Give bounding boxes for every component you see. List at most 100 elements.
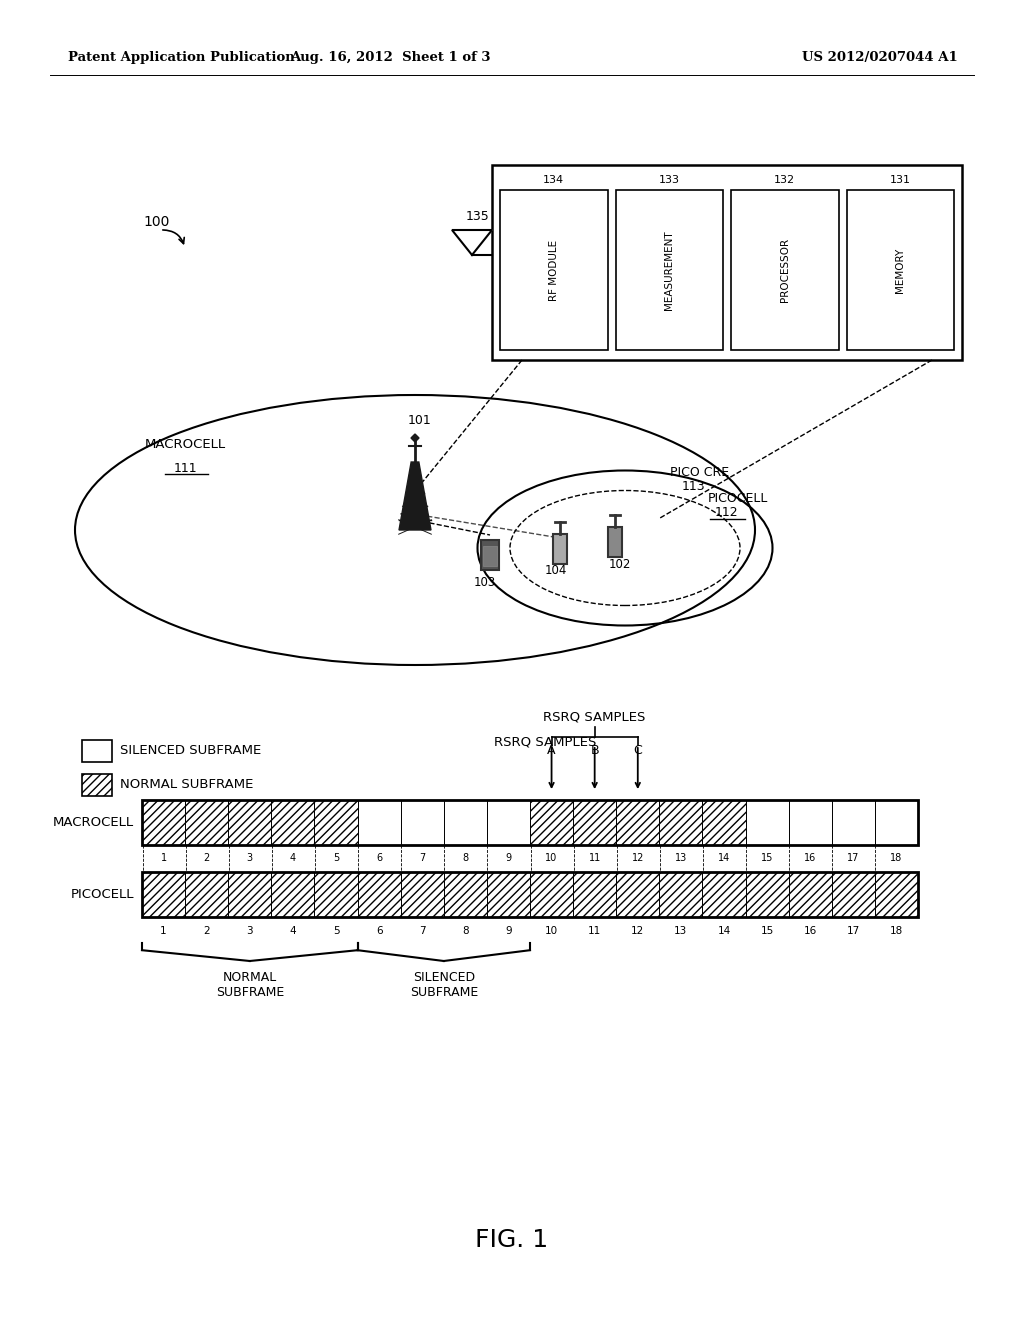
Bar: [400, 873, 443, 917]
Text: 105: 105: [399, 511, 421, 524]
Text: 6: 6: [376, 853, 382, 863]
Text: PICOCELL: PICOCELL: [71, 888, 134, 902]
Text: 131: 131: [890, 176, 910, 185]
Text: 8: 8: [462, 853, 468, 863]
Text: 9: 9: [505, 927, 512, 936]
Text: RF MODULE: RF MODULE: [549, 239, 559, 301]
Bar: [400, 800, 443, 845]
Bar: [874, 873, 918, 917]
Text: 12: 12: [631, 927, 644, 936]
Text: C: C: [634, 744, 642, 758]
Text: RSRQ SAMPLES: RSRQ SAMPLES: [544, 710, 646, 723]
Text: 4: 4: [290, 853, 296, 863]
Bar: [847, 190, 954, 350]
Bar: [530, 873, 573, 917]
Bar: [573, 873, 616, 917]
Bar: [228, 873, 271, 917]
Text: SILENCED SUBFRAME: SILENCED SUBFRAME: [120, 744, 261, 758]
Text: NORMAL SUBFRAME: NORMAL SUBFRAME: [120, 779, 253, 792]
Text: 112: 112: [714, 507, 738, 520]
Text: FIG. 1: FIG. 1: [475, 1228, 549, 1251]
Bar: [659, 873, 702, 917]
Bar: [142, 800, 918, 845]
Text: 11: 11: [589, 853, 601, 863]
Bar: [874, 800, 918, 845]
Bar: [314, 800, 357, 845]
Bar: [314, 873, 357, 917]
Bar: [616, 873, 659, 917]
Bar: [745, 873, 788, 917]
Text: 18: 18: [890, 927, 903, 936]
Bar: [483, 546, 497, 566]
Text: A: A: [547, 744, 556, 758]
Bar: [615, 190, 723, 350]
Bar: [500, 190, 607, 350]
Bar: [492, 165, 962, 360]
Bar: [357, 800, 400, 845]
Bar: [481, 540, 499, 570]
Text: PICOCELL: PICOCELL: [708, 491, 768, 504]
Text: 14: 14: [718, 853, 730, 863]
Text: 6: 6: [376, 927, 382, 936]
Text: MEMORY: MEMORY: [895, 247, 905, 293]
Bar: [702, 873, 745, 917]
Bar: [831, 800, 874, 845]
Text: 13: 13: [675, 853, 687, 863]
Text: 1: 1: [160, 927, 167, 936]
Bar: [142, 873, 918, 917]
Text: 104: 104: [545, 564, 567, 577]
Text: SILENCED
SUBFRAME: SILENCED SUBFRAME: [410, 972, 478, 999]
Text: 2: 2: [204, 927, 210, 936]
Text: RSRQ SAMPLES: RSRQ SAMPLES: [494, 735, 596, 748]
Bar: [573, 800, 616, 845]
Text: PROCESSOR: PROCESSOR: [779, 238, 790, 302]
FancyArrowPatch shape: [163, 230, 184, 244]
Text: 8: 8: [462, 927, 469, 936]
Text: 9: 9: [506, 853, 512, 863]
Text: 111: 111: [173, 462, 197, 474]
Text: MEASUREMENT: MEASUREMENT: [665, 230, 674, 310]
Text: 7: 7: [419, 853, 425, 863]
Text: 18: 18: [890, 853, 902, 863]
Text: MACROCELL: MACROCELL: [145, 438, 226, 451]
Text: 16: 16: [804, 927, 817, 936]
Bar: [608, 527, 622, 557]
Text: 135: 135: [466, 210, 489, 223]
Bar: [82, 774, 112, 796]
Polygon shape: [399, 462, 431, 531]
Polygon shape: [411, 434, 419, 442]
Bar: [142, 800, 185, 845]
Bar: [486, 873, 530, 917]
Text: 102: 102: [609, 558, 631, 572]
Text: 11: 11: [588, 927, 601, 936]
Bar: [659, 800, 702, 845]
Text: 103: 103: [474, 577, 496, 590]
Text: 15: 15: [761, 853, 773, 863]
Text: 14: 14: [718, 927, 731, 936]
Bar: [702, 800, 745, 845]
Bar: [271, 800, 314, 845]
Text: 101: 101: [409, 413, 432, 426]
Text: 5: 5: [333, 927, 339, 936]
Text: 12: 12: [632, 853, 644, 863]
Text: B: B: [591, 744, 599, 758]
Bar: [443, 873, 486, 917]
Text: 16: 16: [804, 853, 816, 863]
Text: 133: 133: [658, 176, 680, 185]
Text: 100: 100: [143, 215, 170, 228]
Bar: [831, 873, 874, 917]
Bar: [185, 873, 228, 917]
Text: US 2012/0207044 A1: US 2012/0207044 A1: [802, 51, 957, 65]
Text: 15: 15: [761, 927, 774, 936]
Bar: [228, 800, 271, 845]
Bar: [745, 800, 788, 845]
Text: 132: 132: [774, 176, 796, 185]
Bar: [82, 741, 112, 762]
Text: NORMAL
SUBFRAME: NORMAL SUBFRAME: [216, 972, 284, 999]
Polygon shape: [452, 230, 492, 255]
Bar: [731, 190, 839, 350]
Bar: [553, 535, 567, 564]
Bar: [486, 800, 530, 845]
Text: 113: 113: [681, 479, 705, 492]
Text: 7: 7: [419, 927, 426, 936]
